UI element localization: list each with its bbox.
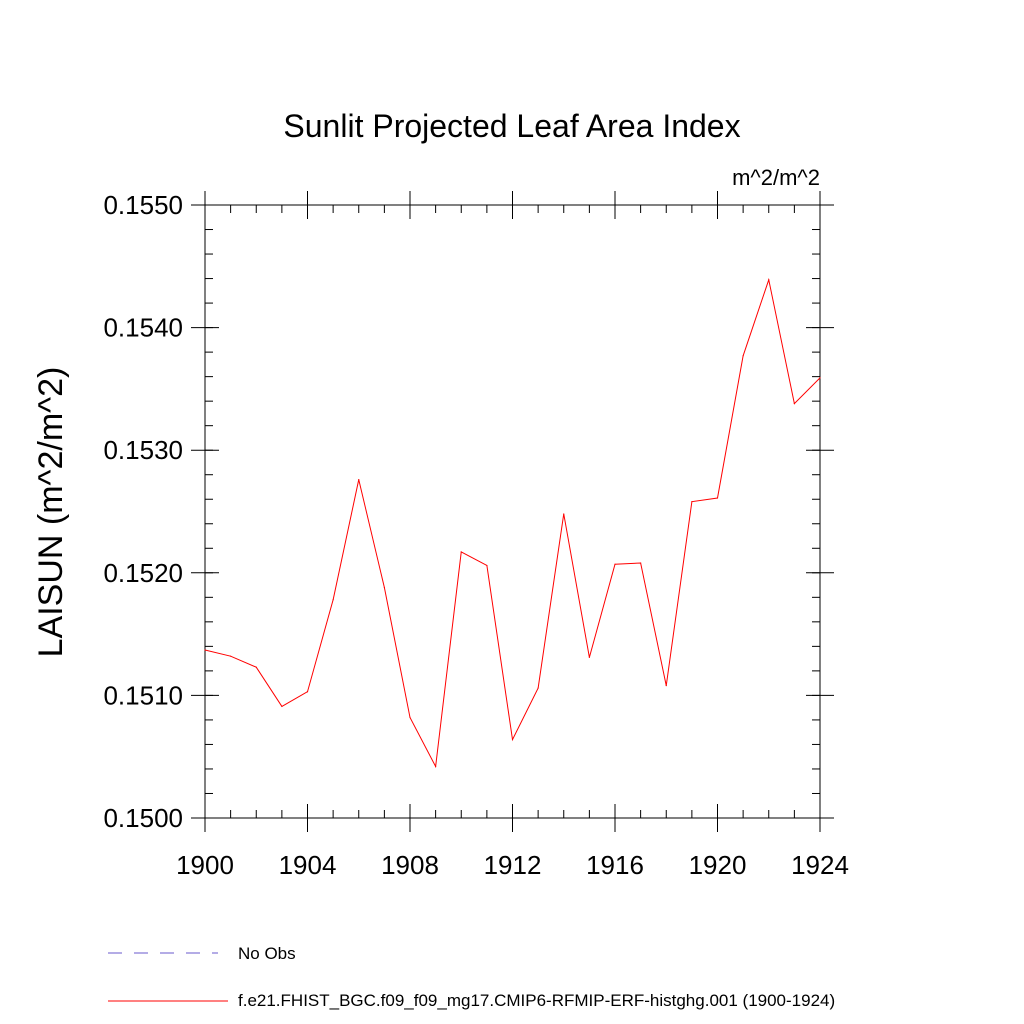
units-label: m^2/m^2 [732, 165, 820, 190]
data-point [460, 551, 462, 553]
data-point [563, 513, 565, 515]
data-point [306, 691, 309, 693]
data-point [665, 684, 667, 687]
y-tick-label: 0.1530 [103, 435, 183, 465]
data-point [588, 656, 590, 658]
x-tick-label: 1920 [689, 850, 747, 880]
x-tick-label: 1904 [279, 850, 337, 880]
x-tick-label: 1912 [484, 850, 542, 880]
y-tick-label: 0.1540 [103, 313, 183, 343]
data-point [332, 599, 334, 601]
data-point [768, 279, 770, 281]
legend-label-no-obs: No Obs [238, 944, 296, 963]
data-point [281, 705, 283, 708]
data-point [435, 765, 437, 768]
legend-label-model-run: f.e21.FHIST_BGC.f09_f09_mg17.CMIP6-RFMIP… [238, 991, 835, 1010]
x-tick-label: 1924 [791, 850, 849, 880]
data-point [204, 649, 206, 651]
x-tick-label: 1900 [176, 850, 234, 880]
data-point [383, 586, 385, 589]
data-point [640, 562, 642, 564]
y-tick-label: 0.1520 [103, 558, 183, 588]
data-point [409, 716, 411, 719]
chart-title: Sunlit Projected Leaf Area Index [283, 108, 740, 144]
y-tick-label: 0.1550 [103, 190, 183, 220]
data-point [486, 564, 488, 567]
data-point [793, 403, 795, 405]
data-point [691, 501, 693, 503]
y-tick-label: 0.1500 [103, 803, 183, 833]
data-point [511, 738, 514, 741]
data-point [358, 479, 360, 481]
data-point [537, 687, 539, 689]
axes: 0.1500 0.1510 0.1520 0.1530 0.1540 0.1550 1900… [103, 190, 848, 880]
y-axis-label: LAISUN (m^2/m^2) [32, 367, 70, 658]
series-line-0 [204, 277, 821, 769]
legend: No Obs f.e21.FHIST_BGC.f09_f09_mg17.CMIP… [108, 944, 835, 1010]
data-point [819, 377, 821, 379]
x-tick-label: 1916 [586, 850, 644, 880]
y-tick-label: 0.1510 [103, 680, 183, 710]
data-point [716, 497, 719, 499]
plot-frame [204, 204, 821, 819]
data-point [614, 563, 616, 565]
x-tick-label: 1908 [381, 850, 439, 880]
series-layer [204, 277, 821, 769]
data-point [230, 655, 232, 657]
data-point [255, 666, 257, 668]
data-point [742, 355, 744, 357]
